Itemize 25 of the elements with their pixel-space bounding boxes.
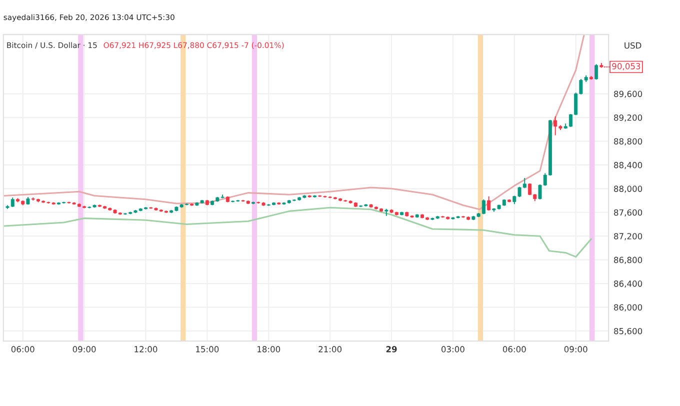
annotation: 90,053 [612,63,640,70]
x-tick-label: 21:00 [318,346,342,352]
x-tick-label: 03:00 [441,346,464,352]
y-tick-label: 86,800 [614,256,642,264]
x-tick-label: 09:00 [72,346,96,352]
y-tick-label: 86,000 [614,304,642,312]
x-tick-label: 09:00 [564,346,588,352]
x-tick-label: 12:00 [134,346,158,352]
x-tick-label: 06:00 [502,346,526,352]
y-tick-label: 85,600 [614,328,642,336]
x-tick-label: 29 [386,346,397,352]
x-tick-label: 18:00 [258,346,280,352]
y-tick-label: 88,000 [614,186,642,193]
y-tick-label: 89,600 [614,90,642,98]
candlestick [594,64,598,80]
y-tick-label: 87,200 [614,233,642,240]
x-tick-label: 15:00 [196,346,219,352]
x-tick-label: 06:00 [11,346,34,352]
y-tick-label: 88,800 [614,138,642,146]
y-axis-title: USD [624,42,642,49]
y-tick-label: 88,400 [614,162,642,170]
y-tick-label: 86,400 [614,280,642,288]
y-tick-label: 87,600 [614,209,642,217]
y-tick-label: 89,200 [614,114,642,122]
candlestick [487,196,491,212]
